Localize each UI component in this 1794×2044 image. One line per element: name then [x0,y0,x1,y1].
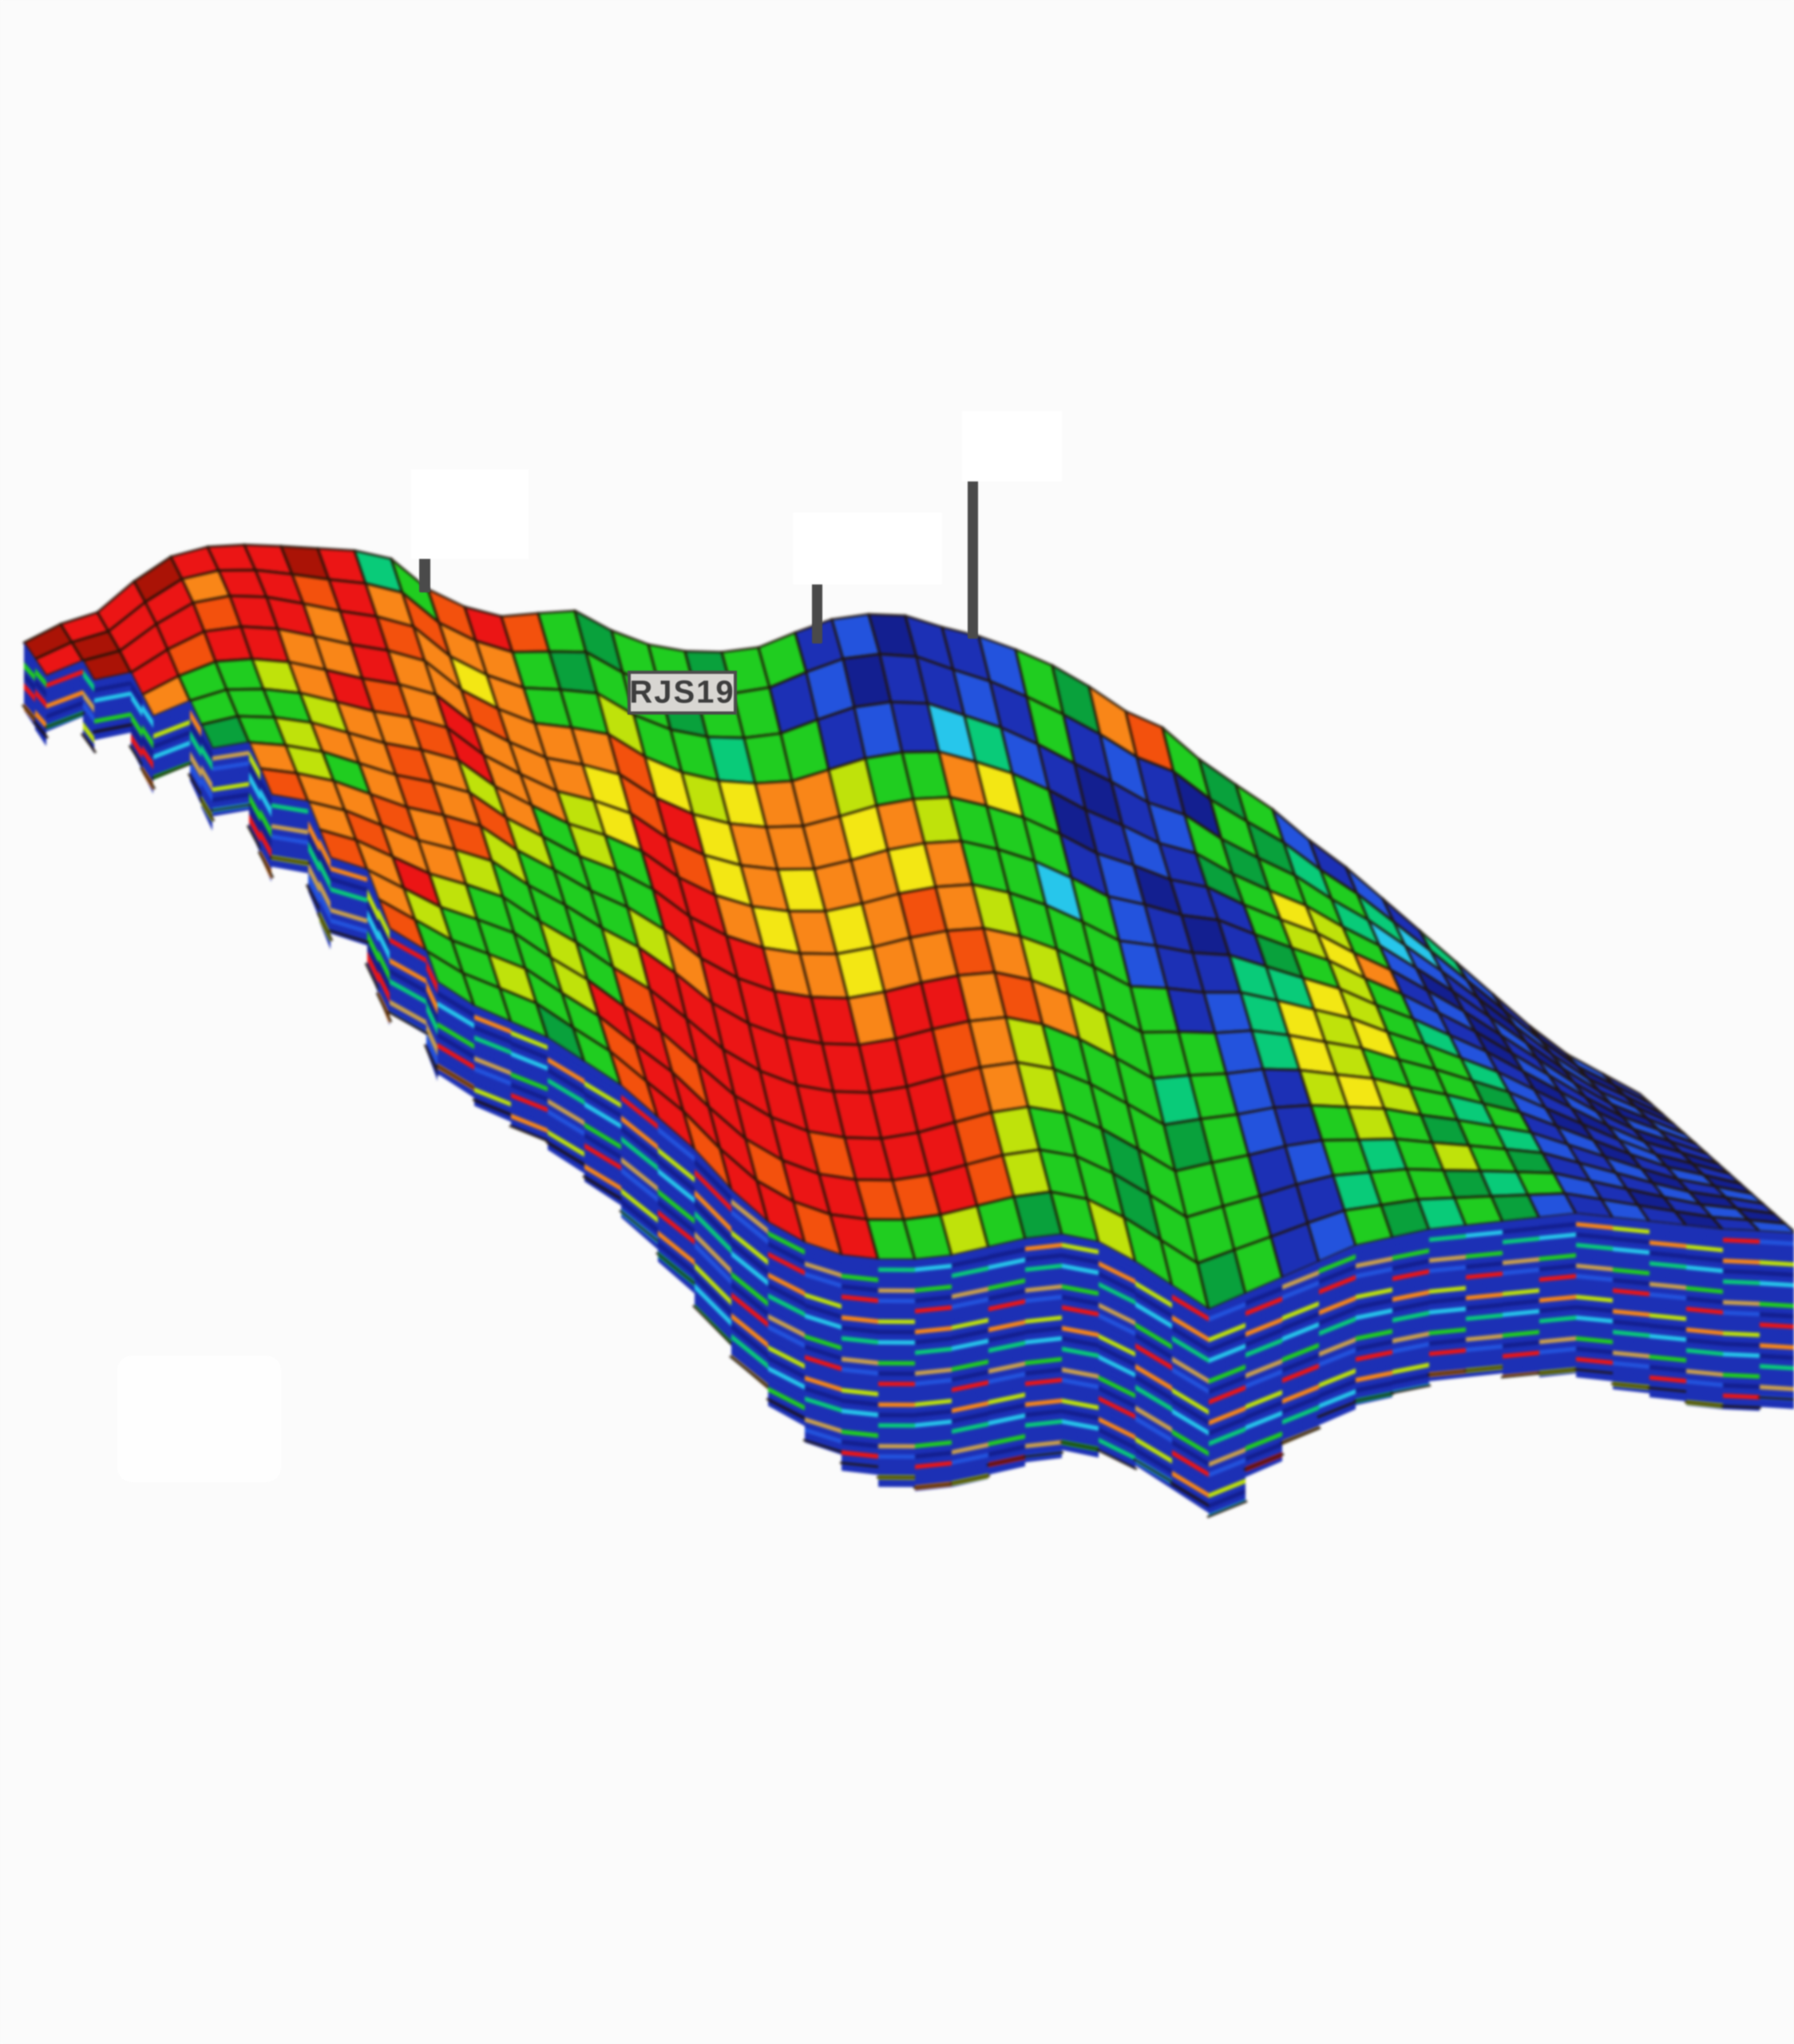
well-stick [811,580,822,644]
well-stick [967,480,978,639]
blanked-well-label [411,469,529,559]
blanked-well-label [962,411,1062,481]
blanked-region [117,1356,281,1482]
well-name-label: RJS19 [628,671,737,715]
blanked-well-label [793,513,942,584]
